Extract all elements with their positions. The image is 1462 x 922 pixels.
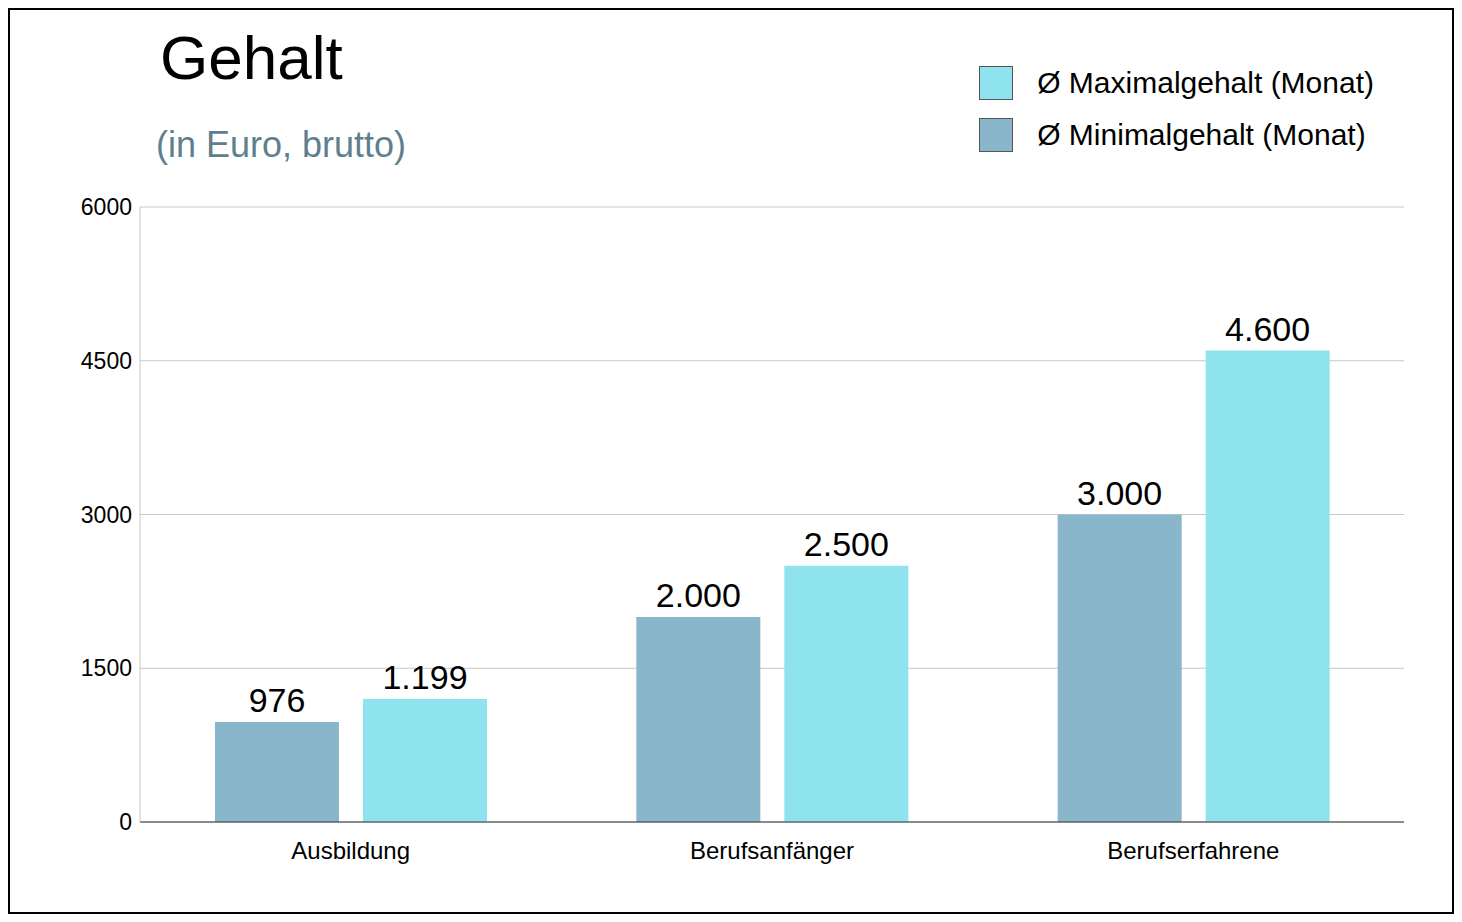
svg-text:Ausbildung: Ausbildung	[291, 837, 410, 864]
svg-text:Berufsanfänger: Berufsanfänger	[690, 837, 854, 864]
html-text:(in Euro, brutto): (in Euro, brutto)	[156, 124, 407, 165]
html-text:Ø Maximalgehalt (Monat): Ø Maximalgehalt (Monat)	[1037, 66, 1374, 99]
svg-text:1500: 1500	[81, 655, 132, 681]
svg-text:1.199: 1.199	[382, 658, 467, 696]
svg-text:4500: 4500	[81, 348, 132, 374]
svg-text:3.000: 3.000	[1077, 474, 1162, 512]
svg-text:2.000: 2.000	[656, 576, 741, 614]
svg-text:976: 976	[249, 681, 306, 719]
svg-text:2.500: 2.500	[804, 525, 889, 563]
svg-text:6000: 6000	[81, 194, 132, 220]
html-text:Gehalt: Gehalt	[160, 23, 343, 92]
svg-text:Berufserfahrene: Berufserfahrene	[1107, 837, 1279, 864]
html-text:Ø Minimalgehalt (Monat): Ø Minimalgehalt (Monat)	[1037, 118, 1366, 151]
svg-text:0: 0	[119, 809, 132, 835]
svg-text:3000: 3000	[81, 502, 132, 528]
svg-text:4.600: 4.600	[1225, 310, 1310, 348]
